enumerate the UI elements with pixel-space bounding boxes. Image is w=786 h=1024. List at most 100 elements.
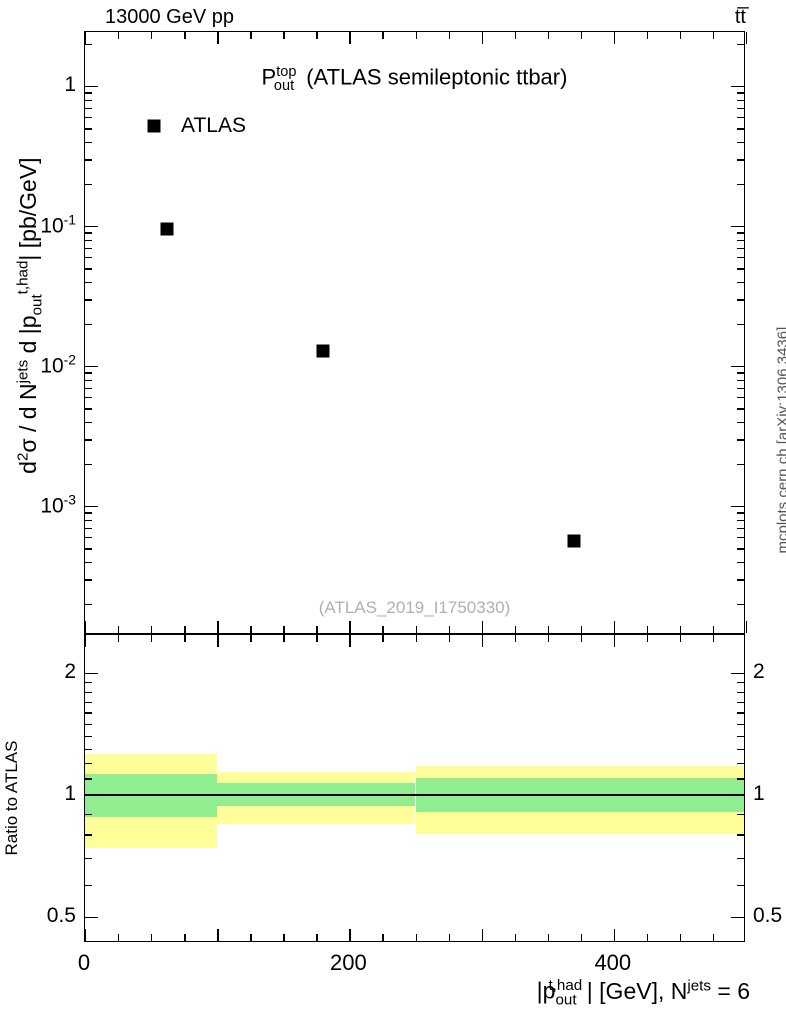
axis-tick (283, 635, 285, 642)
axis-tick (737, 463, 744, 466)
axis-tick (85, 857, 92, 860)
axis-tick (85, 682, 92, 684)
axis-tick (547, 934, 550, 941)
axis-tick (85, 795, 98, 797)
axis-tick (737, 762, 744, 765)
axis-tick (85, 323, 92, 326)
axis-tick (737, 379, 744, 381)
main-y-tick-label: 10-2 (40, 351, 76, 378)
axis-tick (737, 884, 744, 887)
axis-tick (514, 32, 517, 39)
axis-tick (85, 141, 92, 144)
main-plot-panel: Ptopout (ATLAS semileptonic ttbar) ATLAS … (84, 31, 748, 634)
axis-tick (679, 934, 682, 941)
axis-tick (737, 43, 744, 46)
axis-tick (85, 723, 92, 726)
axis-tick (737, 257, 744, 259)
axis-tick (737, 247, 744, 250)
main-y-axis-title: d2σ / d Njets d |poutt,had| [pb/GeV] (14, 157, 46, 474)
ratio-y-tick-label-right: 0.5 (753, 903, 783, 927)
axis-tick (85, 701, 92, 704)
axis-tick (613, 635, 616, 647)
ratio-plot-panel (84, 634, 745, 942)
axis-tick (316, 934, 318, 941)
axis-tick (85, 519, 92, 521)
axis-tick (737, 183, 744, 186)
axis-tick (85, 813, 92, 815)
axis-tick (613, 621, 616, 633)
axis-tick (85, 537, 92, 539)
x-tick-label: 200 (330, 950, 367, 975)
axis-tick (712, 635, 715, 642)
axis-tick (85, 778, 92, 780)
axis-tick (737, 372, 744, 374)
axis-tick (514, 934, 517, 941)
axis-tick (151, 934, 153, 941)
axis-tick (547, 635, 550, 642)
axis-tick (85, 712, 92, 714)
axis-tick (481, 635, 483, 647)
ratio-y-tick-label-left: 0.5 (46, 903, 76, 927)
axis-tick (85, 421, 92, 424)
axis-tick (679, 635, 682, 642)
data-point (567, 534, 581, 548)
axis-tick (217, 621, 219, 633)
axis-tick (613, 929, 616, 941)
axis-tick (85, 512, 92, 514)
axis-tick (712, 32, 715, 39)
axis-tick (349, 32, 351, 44)
axis-tick (118, 934, 120, 941)
axis-tick (151, 32, 153, 39)
axis-tick (737, 512, 744, 514)
axis-tick (85, 635, 87, 647)
axis-tick (737, 281, 744, 284)
axis-tick (217, 635, 219, 647)
data-point (316, 344, 330, 358)
axis-tick (737, 701, 744, 704)
axis-tick (316, 32, 318, 39)
axis-tick (85, 372, 92, 374)
axis-tick (737, 92, 744, 94)
plot-title: Ptopout (ATLAS semileptonic ttbar) (261, 64, 568, 94)
axis-tick (448, 626, 450, 633)
axis-tick (737, 748, 744, 751)
axis-tick (731, 795, 744, 797)
axis-tick (731, 506, 744, 508)
ratio-y-tick-label-right: 2 (753, 660, 765, 684)
axis-tick (737, 561, 744, 564)
ratio-y-axis-title: Ratio to ATLAS (2, 740, 21, 856)
axis-tick (283, 32, 285, 39)
axis-tick (85, 916, 98, 919)
axis-tick (580, 626, 583, 633)
ratio-y-tick-label-left: 1 (64, 782, 76, 805)
main-y-tick-label: 10-1 (40, 211, 76, 238)
axis-tick (184, 32, 186, 39)
axis-tick (316, 635, 318, 642)
axis-tick (349, 635, 351, 647)
axis-tick (118, 626, 120, 633)
ratio-reference-line (85, 794, 744, 796)
axis-tick (737, 99, 744, 101)
axis-tick (737, 857, 744, 860)
axis-tick (85, 99, 92, 101)
axis-tick (737, 519, 744, 521)
axis-tick (737, 548, 744, 550)
axis-tick (382, 635, 384, 642)
x-tick-label: 0 (77, 950, 91, 975)
axis-tick (85, 387, 92, 390)
axis-tick (349, 929, 351, 941)
axis-tick (85, 748, 92, 751)
axis-tick (737, 141, 744, 144)
axis-tick (118, 32, 120, 39)
axis-tick (85, 834, 92, 836)
axis-tick (481, 32, 483, 44)
axis-tick (712, 626, 715, 633)
axis-tick (737, 421, 744, 424)
axis-tick (184, 626, 186, 633)
axis-tick (85, 397, 92, 399)
axis-tick (737, 527, 744, 530)
axis-tick (737, 813, 744, 815)
axis-tick (85, 379, 92, 381)
analysis-watermark: (ATLAS_2019_I1750330) (318, 598, 511, 617)
axis-tick (85, 506, 98, 508)
